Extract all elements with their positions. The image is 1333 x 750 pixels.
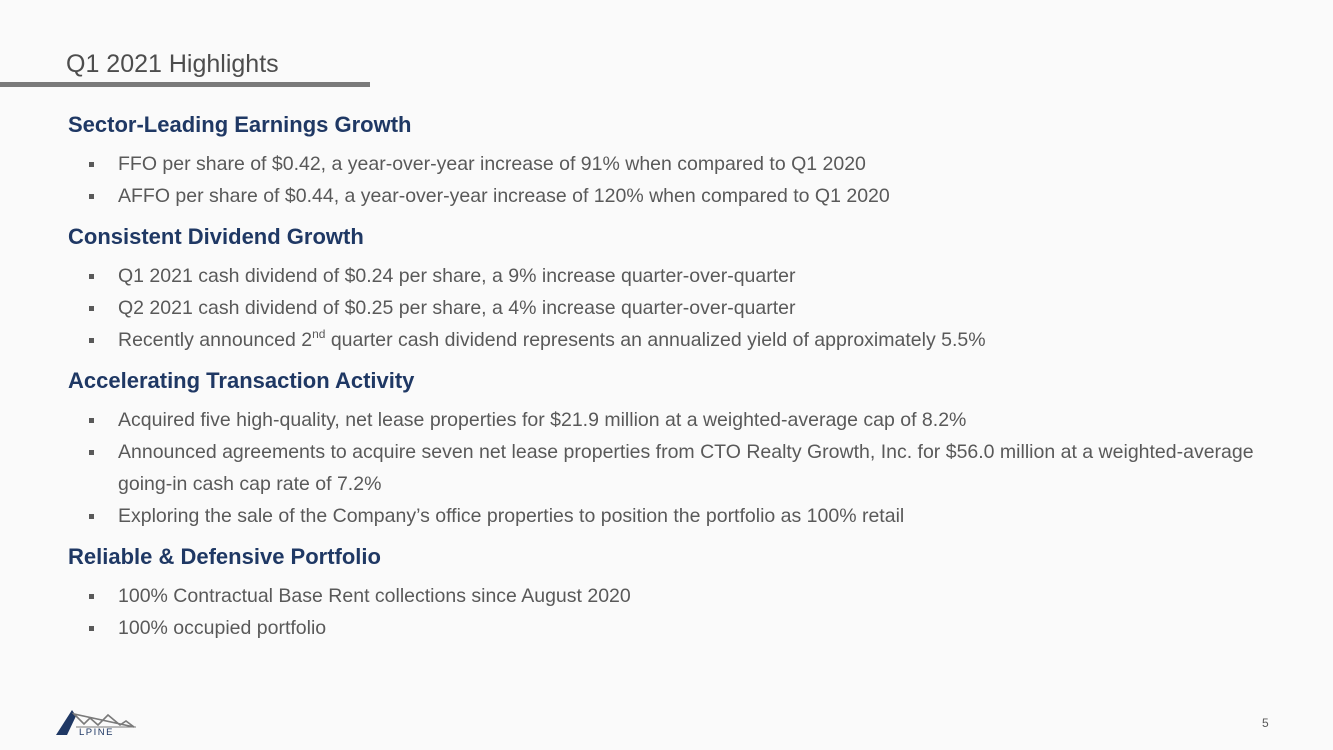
bullet-text-post: quarter cash dividend represents an annu…	[325, 329, 986, 351]
bullet-item: Q1 2021 cash dividend of $0.24 per share…	[68, 260, 1298, 292]
square-bullet-icon	[89, 450, 94, 455]
square-bullet-icon	[89, 418, 94, 423]
bullet-item: AFFO per share of $0.44, a year-over-yea…	[68, 180, 1298, 212]
ordinal-superscript: nd	[312, 326, 326, 341]
bullet-text: Acquired five high-quality, net lease pr…	[118, 409, 967, 431]
page-number: 5	[1262, 716, 1269, 730]
section-dividend-growth: Consistent Dividend Growth Q1 2021 cash …	[68, 222, 1298, 356]
bullet-list: Acquired five high-quality, net lease pr…	[68, 404, 1298, 532]
bullet-item: Acquired five high-quality, net lease pr…	[68, 404, 1298, 436]
bullet-text: Announced agreements to acquire seven ne…	[118, 441, 1254, 495]
bullet-text: Q1 2021 cash dividend of $0.24 per share…	[118, 265, 796, 287]
bullet-text: AFFO per share of $0.44, a year-over-yea…	[118, 185, 890, 207]
square-bullet-icon	[89, 162, 94, 167]
bullet-list: 100% Contractual Base Rent collections s…	[68, 580, 1298, 644]
slide-content: Sector-Leading Earnings Growth FFO per s…	[68, 110, 1298, 654]
bullet-list: FFO per share of $0.42, a year-over-year…	[68, 148, 1298, 212]
section-heading: Reliable & Defensive Portfolio	[68, 544, 381, 569]
section-heading: Accelerating Transaction Activity	[68, 368, 415, 393]
bullet-text: 100% Contractual Base Rent collections s…	[118, 585, 631, 607]
square-bullet-icon	[89, 338, 94, 343]
section-heading: Consistent Dividend Growth	[68, 224, 364, 249]
bullet-item: 100% occupied portfolio	[68, 612, 1298, 644]
bullet-text-pre: Recently announced 2	[118, 329, 313, 351]
slide-title: Q1 2021 Highlights	[66, 50, 279, 78]
bullet-text: Exploring the sale of the Company’s offi…	[118, 505, 905, 527]
square-bullet-icon	[89, 594, 94, 599]
alpine-mountain-logo-icon: LPINE	[56, 710, 136, 736]
section-heading: Sector-Leading Earnings Growth	[68, 112, 412, 137]
bullet-item: Exploring the sale of the Company’s offi…	[68, 500, 1298, 532]
bullet-list: Q1 2021 cash dividend of $0.24 per share…	[68, 260, 1298, 356]
square-bullet-icon	[89, 306, 94, 311]
bullet-item: Q2 2021 cash dividend of $0.25 per share…	[68, 292, 1298, 324]
bullet-item: Recently announced 2nd quarter cash divi…	[68, 324, 1298, 356]
title-underline	[0, 82, 370, 87]
bullet-item: 100% Contractual Base Rent collections s…	[68, 580, 1298, 612]
section-transaction-activity: Accelerating Transaction Activity Acquir…	[68, 366, 1298, 532]
bullet-text: Q2 2021 cash dividend of $0.25 per share…	[118, 297, 796, 319]
square-bullet-icon	[89, 194, 94, 199]
bullet-item: FFO per share of $0.42, a year-over-year…	[68, 148, 1298, 180]
section-defensive-portfolio: Reliable & Defensive Portfolio 100% Cont…	[68, 542, 1298, 644]
square-bullet-icon	[89, 514, 94, 519]
square-bullet-icon	[89, 274, 94, 279]
bullet-item: Announced agreements to acquire seven ne…	[68, 436, 1298, 500]
bullet-text: FFO per share of $0.42, a year-over-year…	[118, 153, 866, 175]
bullet-text: 100% occupied portfolio	[118, 617, 327, 639]
logo-text: LPINE	[79, 727, 114, 736]
square-bullet-icon	[89, 626, 94, 631]
section-earnings-growth: Sector-Leading Earnings Growth FFO per s…	[68, 110, 1298, 212]
